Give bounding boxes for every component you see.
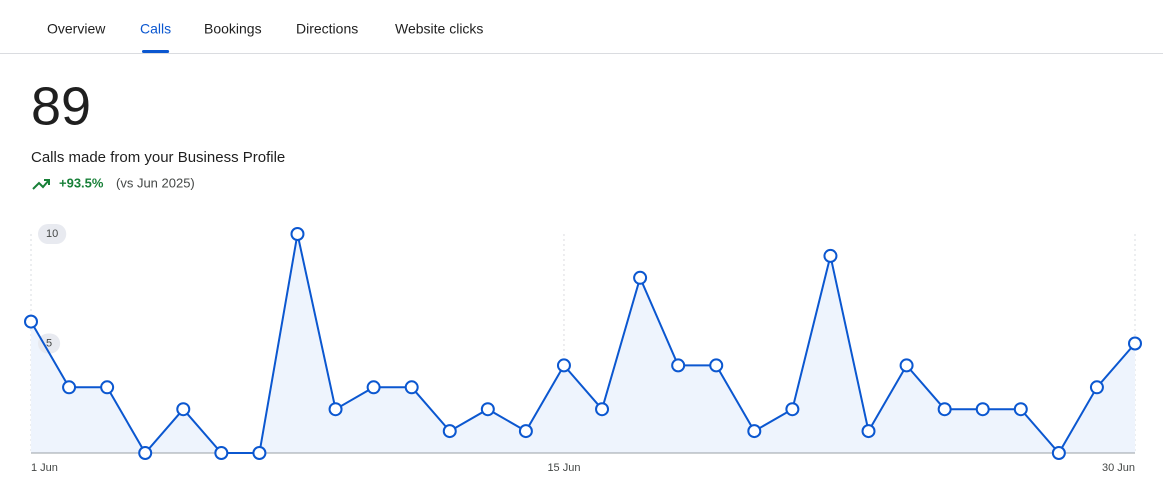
point bbox=[176, 402, 191, 417]
point bbox=[442, 424, 457, 439]
x-tick-label: 15 Jun bbox=[547, 462, 580, 474]
change: +93.5% bbox=[59, 175, 104, 190]
point bbox=[214, 446, 229, 460]
point bbox=[633, 270, 648, 285]
x-tick-label: 30 Jun bbox=[1102, 462, 1135, 474]
point bbox=[709, 358, 724, 373]
tab[interactable]: Website clicks bbox=[395, 21, 483, 37]
point bbox=[252, 446, 267, 460]
point bbox=[861, 424, 876, 439]
point bbox=[1013, 402, 1028, 417]
y-tick-pill bbox=[38, 224, 67, 244]
point bbox=[290, 227, 305, 241]
point bbox=[556, 358, 571, 373]
total: 89 bbox=[31, 76, 91, 136]
comparison: (vs Jun 2025) bbox=[116, 175, 195, 190]
point bbox=[1128, 336, 1142, 351]
area bbox=[31, 234, 1135, 453]
tab-indicator bbox=[142, 50, 170, 53]
tab[interactable]: Bookings bbox=[204, 21, 262, 37]
point bbox=[404, 380, 419, 395]
point bbox=[1051, 446, 1066, 460]
point bbox=[24, 314, 38, 329]
point bbox=[671, 358, 686, 373]
trend-icon bbox=[32, 179, 50, 190]
tab[interactable]: Directions bbox=[296, 21, 358, 37]
y-tick-label: 5 bbox=[46, 337, 52, 349]
x-tick-label: 1 Jun bbox=[31, 462, 58, 474]
point bbox=[899, 358, 914, 373]
tab[interactable]: Calls bbox=[140, 21, 171, 37]
point bbox=[328, 402, 343, 417]
point bbox=[747, 424, 762, 439]
point bbox=[480, 402, 495, 417]
trend-icon bbox=[44, 179, 50, 185]
point bbox=[595, 402, 610, 417]
y-tick-pill bbox=[38, 333, 61, 354]
total-label: Calls made from your Business Profile bbox=[31, 149, 285, 166]
point bbox=[1089, 380, 1104, 395]
point bbox=[518, 424, 533, 439]
point bbox=[937, 402, 952, 417]
point bbox=[366, 380, 381, 395]
point bbox=[823, 248, 838, 263]
point bbox=[785, 402, 800, 417]
point bbox=[100, 380, 115, 395]
point bbox=[138, 446, 153, 460]
tab[interactable]: Overview bbox=[47, 21, 106, 37]
y-tick-label: 10 bbox=[46, 228, 58, 240]
point bbox=[975, 402, 990, 417]
point bbox=[62, 380, 77, 395]
